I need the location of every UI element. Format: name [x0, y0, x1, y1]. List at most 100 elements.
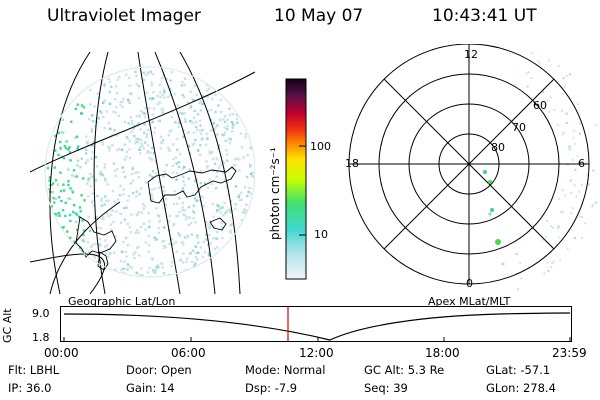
emission-pixel — [240, 146, 244, 149]
emission-pixel — [116, 92, 119, 95]
emission-pixel — [205, 160, 208, 163]
emission-pixel — [246, 153, 249, 157]
emission-pixel — [114, 174, 117, 178]
emission-pixel — [105, 199, 108, 203]
emission-pixel — [71, 174, 74, 177]
emission-pixel — [215, 175, 218, 178]
emission-pixel — [126, 199, 129, 202]
info-gc-alt: GC Alt: 5.3 Re — [364, 363, 445, 377]
emission-pixel — [151, 175, 154, 179]
emission-pixel — [140, 211, 144, 214]
emission-pixel — [199, 124, 202, 127]
emission-pixel — [182, 243, 185, 246]
emission-pixel — [86, 182, 89, 185]
emission-pixel — [199, 109, 202, 112]
polar-emission-pixel — [580, 183, 583, 186]
polar-emission-pixel — [557, 227, 560, 230]
emission-pixel — [211, 151, 214, 154]
emission-pixel — [212, 122, 215, 125]
emission-pixel — [169, 93, 172, 97]
emission-pixel — [68, 151, 72, 154]
emission-pixel — [146, 151, 149, 154]
polar-emission-pixel — [575, 195, 578, 198]
emission-pixel — [187, 177, 190, 180]
emission-pixel — [130, 172, 133, 176]
emission-pixel — [146, 144, 150, 147]
emission-pixel — [247, 190, 250, 194]
emission-pixel — [135, 229, 139, 232]
emission-pixel — [151, 199, 154, 202]
emission-pixel — [141, 273, 144, 277]
emission-pixel — [82, 177, 85, 180]
polar-emission-pixel — [548, 110, 551, 113]
emission-pixel — [152, 107, 156, 110]
emission-pixel — [221, 160, 225, 163]
emission-pixel — [191, 249, 195, 252]
emission-pixel — [144, 73, 148, 76]
polar-emission-pixel — [546, 261, 549, 264]
polar-emission-pixel — [587, 183, 590, 186]
emission-pixel — [229, 229, 232, 232]
polar-emission-pixel — [561, 189, 564, 192]
polar-emission-pixel — [548, 59, 550, 62]
emission-pixel — [88, 117, 91, 121]
polar-emission-pixel — [550, 266, 553, 269]
emission-pixel — [212, 215, 215, 218]
polar-emission-pixel — [569, 73, 571, 76]
emission-pixel — [212, 157, 215, 161]
emission-pixel — [125, 136, 128, 139]
emission-pixel — [64, 214, 67, 218]
polar-emission-pixel — [591, 204, 594, 206]
emission-pixel — [168, 242, 171, 246]
emission-pixel — [137, 176, 140, 179]
polar-emission-pixel — [594, 124, 597, 127]
emission-pixel — [199, 129, 202, 132]
emission-pixel — [54, 197, 58, 200]
polar-emission-pixel — [572, 136, 575, 139]
emission-pixel — [104, 245, 107, 248]
emission-pixel — [100, 111, 103, 114]
emission-pixel — [150, 188, 154, 192]
polar-emission-pixel — [568, 145, 571, 148]
emission-pixel — [96, 92, 99, 95]
emission-pixel — [210, 128, 213, 131]
emission-pixel — [101, 217, 104, 221]
polar-emission-pixel — [517, 288, 520, 291]
emission-pixel — [172, 242, 175, 246]
emission-pixel — [240, 218, 243, 222]
emission-pixel — [214, 110, 217, 114]
emission-pixel — [203, 182, 207, 185]
polar-emission-pixel — [520, 277, 523, 280]
polar-emission-pixel — [558, 236, 561, 239]
altitude-curve — [63, 312, 571, 341]
emission-pixel — [239, 132, 242, 135]
emission-pixel — [225, 139, 229, 143]
emission-pixel — [106, 244, 109, 247]
emission-pixel — [163, 170, 166, 173]
emission-pixel — [145, 133, 149, 136]
emission-pixel — [120, 268, 123, 272]
emission-pixel — [171, 110, 174, 113]
emission-pixel — [145, 135, 148, 139]
polar-emission-pixel — [542, 103, 545, 106]
mlt-label-0: 0 — [466, 277, 473, 290]
emission-pixel — [224, 211, 227, 214]
emission-pixel — [243, 211, 247, 214]
emission-pixel — [192, 131, 196, 134]
emission-pixel — [148, 243, 151, 247]
emission-pixel — [230, 200, 233, 203]
emission-pixel — [72, 204, 76, 207]
emission-pixel — [75, 213, 79, 216]
emission-pixel — [158, 101, 161, 104]
emission-pixel — [124, 73, 128, 76]
mlt-label-6: 6 — [578, 157, 585, 170]
polar-emission-pixel — [574, 168, 577, 171]
emission-pixel — [59, 171, 62, 174]
emission-pixel — [162, 185, 165, 189]
emission-pixel — [137, 137, 140, 141]
emission-pixel — [123, 143, 126, 146]
polar-emission-pixel — [581, 216, 583, 219]
emission-pixel — [170, 261, 174, 264]
emission-pixel — [191, 121, 194, 124]
polar-emission-pixel — [557, 64, 560, 67]
